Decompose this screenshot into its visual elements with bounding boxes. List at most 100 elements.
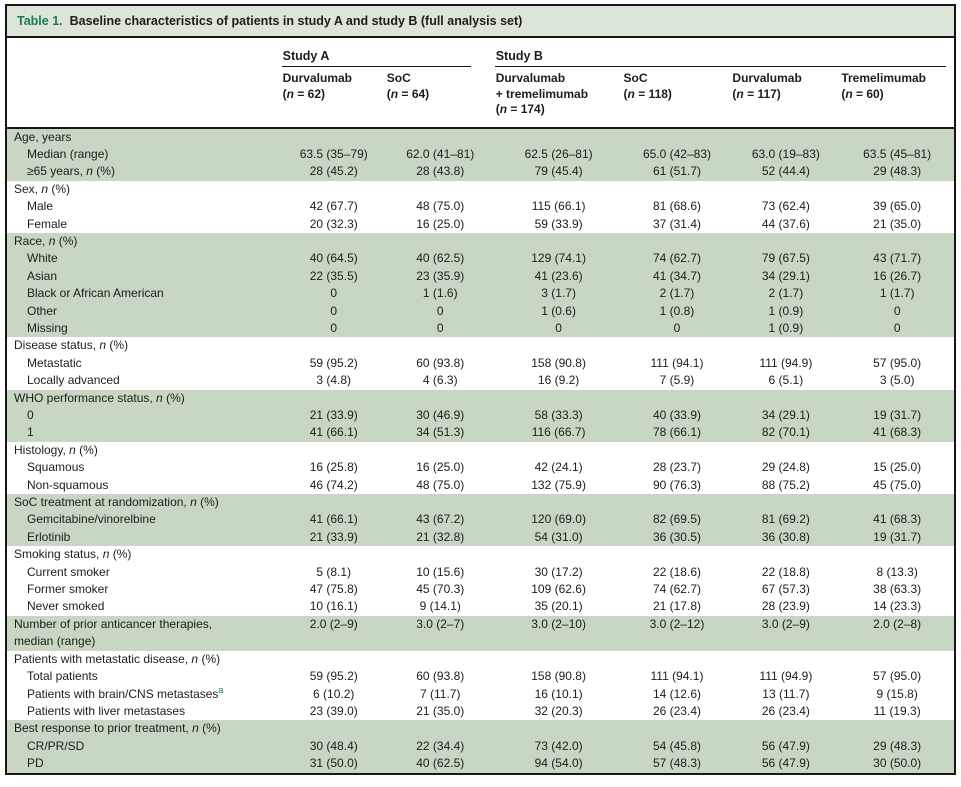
- value-cell: 115 (66.1): [531, 199, 586, 214]
- arm-column-header: Durvalumab + tremelimumab (n = 174): [495, 71, 589, 116]
- value-cell: 21 (17.8): [652, 599, 701, 614]
- value-cell: 1 (0.9): [731, 302, 841, 320]
- value-cell: 14 (23.3): [873, 599, 922, 614]
- value-cell: 60 (93.8): [416, 355, 465, 370]
- study-group-label: Study B: [494, 49, 946, 67]
- value-cell: 29 (48.3): [840, 737, 954, 756]
- value-cell: 52 (44.4): [731, 163, 841, 181]
- section-header-row: Sex, n (%): [7, 181, 954, 198]
- data-row: Squamous 16 (25.8) 16 (25.0) 42 (24.1) 28 (2…: [7, 459, 954, 476]
- value-cell: 30 (46.9): [385, 407, 495, 425]
- data-row: Patients with brain/CNS metastasesa 6 (10…: [7, 685, 954, 703]
- value-cell: 1 (0.8): [622, 302, 732, 320]
- value-cell: 59 (95.2): [309, 669, 358, 684]
- value-cell: 109 (62.6): [531, 582, 586, 597]
- data-row: Male 42 (67.7) 48 (75.0) 115 (66.1) 81 (68.6…: [7, 198, 954, 215]
- arm-column-header: SoC (n = 64): [386, 71, 430, 101]
- data-row: Female 20 (32.3) 16 (25.0) 59 (33.9) 37 (31.…: [7, 216, 954, 233]
- value-cell: 22 (35.5): [281, 267, 386, 286]
- value-cell: 82 (70.1): [731, 424, 841, 442]
- value-cell: 54 (45.8): [622, 737, 732, 756]
- data-row: 1 41 (66.1) 34 (51.3) 116 (66.7) 78 (66.1) 82…: [7, 424, 954, 442]
- value-cell: 3.0 (2–9): [731, 615, 841, 651]
- value-cell: 57 (95.0): [873, 669, 922, 684]
- value-cell: 116 (66.7): [494, 424, 623, 442]
- value-cell: 21 (33.9): [281, 407, 386, 425]
- row-label: Asian: [7, 267, 282, 286]
- value-cell: 62.5 (26–81): [494, 145, 623, 164]
- value-cell: 23 (35.9): [385, 267, 495, 286]
- value-cell: 57 (95.0): [873, 355, 922, 370]
- value-cell: 79 (45.4): [494, 163, 623, 181]
- value-cell: 44 (37.6): [761, 216, 810, 231]
- value-cell: 41 (66.1): [281, 424, 386, 442]
- data-row: Locally advanced 3 (4.8) 4 (6.3) 16 (9.2) 7 …: [7, 372, 954, 389]
- row-label: Never smoked: [27, 599, 105, 614]
- data-row: Black or African American 0 1 (1.6) 3 (1.7)…: [7, 285, 954, 303]
- value-cell: 11 (19.3): [873, 703, 921, 718]
- value-cell: 73 (42.0): [494, 737, 623, 756]
- row-label: Median (range): [7, 145, 282, 164]
- arm-column-header: SoC (n = 118): [623, 71, 672, 101]
- section-label: Best response to prior treatment, n (%): [7, 720, 954, 738]
- value-cell: 16 (9.2): [537, 373, 580, 388]
- table-header: Study A Study B Durvalumab (n = 62) SoC (n =…: [7, 38, 954, 128]
- arm-column-header: Durvalumab (n = 117): [732, 71, 802, 101]
- value-cell: 41 (34.7): [622, 267, 732, 286]
- value-cell: 63.5 (45–81): [840, 145, 954, 164]
- value-cell: 0: [281, 319, 386, 338]
- value-cell: 19 (31.7): [840, 528, 954, 547]
- value-cell: 47 (75.8): [309, 582, 358, 597]
- value-cell: 36 (30.5): [622, 528, 732, 547]
- study-group-label: Study A: [281, 49, 471, 67]
- value-cell: 42 (24.1): [534, 460, 583, 475]
- data-row: White 40 (64.5) 40 (62.5) 129 (74.1) 74 (62.…: [7, 250, 954, 268]
- value-cell: 36 (30.8): [731, 528, 841, 547]
- section-header-row: WHO performance status, n (%): [7, 389, 954, 407]
- section-header-row: Histology, n (%): [7, 442, 954, 459]
- row-label: ≥65 years, n (%): [7, 163, 282, 181]
- section-header-row: Race, n (%): [7, 232, 954, 251]
- value-cell: 111 (94.1): [650, 355, 704, 370]
- value-cell: 74 (62.7): [622, 250, 732, 268]
- value-cell: 0: [385, 319, 495, 338]
- data-row: Erlotinib 21 (33.9) 21 (32.8) 54 (31.0) 36 (…: [7, 528, 954, 547]
- value-cell: 45 (70.3): [416, 582, 465, 597]
- value-cell: 62.0 (41–81): [385, 145, 495, 164]
- value-cell: 2 (1.7): [622, 285, 732, 303]
- value-cell: 13 (11.7): [762, 686, 810, 701]
- value-cell: 1 (0.6): [494, 302, 623, 320]
- value-cell: 111 (94.1): [650, 669, 704, 684]
- value-cell: 15 (25.0): [873, 460, 922, 475]
- value-cell: 7 (11.7): [420, 686, 461, 701]
- value-cell: 60 (93.8): [416, 669, 465, 684]
- value-cell: 94 (54.0): [494, 755, 623, 773]
- table-caption: Table 1. Baseline characteristics of pati…: [7, 6, 954, 38]
- data-row: Total patients 59 (95.2) 60 (93.8) 158 (90.…: [7, 668, 954, 685]
- row-label: Patients with liver metastases: [27, 703, 186, 718]
- data-row: Non-squamous 46 (74.2) 48 (75.0) 132 (75.9)…: [7, 477, 954, 494]
- row-label: Male: [27, 199, 54, 214]
- value-cell: 81 (69.2): [731, 511, 841, 529]
- value-cell: 58 (33.3): [494, 407, 623, 425]
- row-label: CR/PR/SD: [7, 737, 282, 756]
- section-header-row: SoC treatment at randomization, n (%): [7, 494, 954, 512]
- data-row: ≥65 years, n (%) 28 (45.2) 28 (43.8) 79 (45…: [7, 163, 954, 181]
- value-cell: 65.0 (42–83): [622, 145, 732, 164]
- value-cell: 2.0 (2–8): [840, 615, 954, 651]
- section-label: SoC treatment at randomization, n (%): [7, 494, 954, 512]
- section-label: Sex, n (%): [14, 181, 71, 196]
- value-cell: 43 (71.7): [840, 250, 954, 268]
- value-cell: 3 (4.8): [316, 373, 352, 388]
- value-cell: 20 (32.3): [309, 216, 358, 231]
- value-cell: 23 (39.0): [309, 703, 358, 718]
- data-row: Patients with liver metastases 23 (39.0) 2…: [7, 703, 954, 720]
- data-row: PD 31 (50.0) 40 (62.5) 94 (54.0) 57 (48.3) 56…: [7, 755, 954, 773]
- value-cell: 61 (51.7): [622, 163, 732, 181]
- table-title-text: Baseline characteristics of patients in …: [69, 14, 523, 28]
- value-cell: 0: [494, 319, 623, 338]
- study-group-header: Study A: [281, 38, 495, 67]
- value-cell: 0: [622, 319, 732, 338]
- value-cell: 59 (33.9): [534, 216, 583, 231]
- value-cell: 3.0 (2–7): [385, 615, 495, 651]
